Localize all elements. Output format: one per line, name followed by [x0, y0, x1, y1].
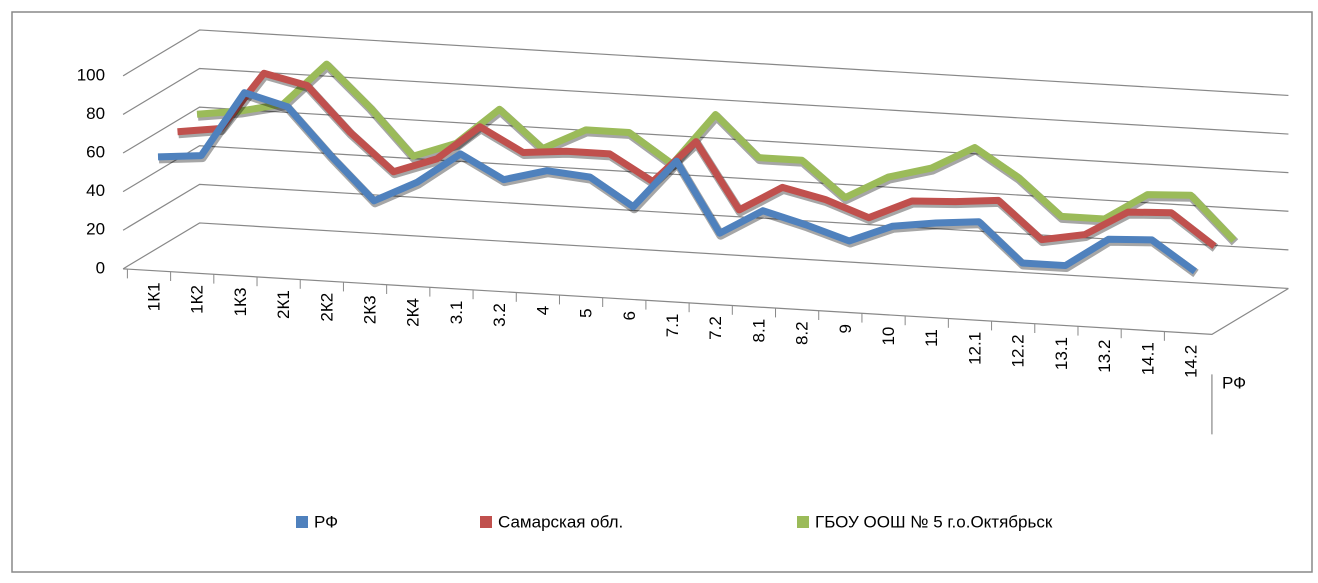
grid	[122, 29, 1289, 435]
y-tick-label: 40	[86, 181, 105, 200]
grid-line	[122, 183, 1289, 251]
x-tick-label: 3.1	[447, 301, 466, 325]
series-line	[196, 60, 1237, 243]
legend-swatch	[797, 516, 809, 528]
grid-line	[122, 145, 1289, 212]
x-tick-label: 2К2	[317, 293, 336, 322]
x-tick-label: 6	[620, 311, 639, 320]
x-tick-label: 8.2	[793, 321, 812, 345]
x-tick-label: 2К3	[361, 295, 380, 324]
floor-edge	[123, 268, 1289, 335]
x-tick-label: 2К4	[404, 298, 423, 327]
chart-frame	[11, 11, 1313, 573]
series-line	[157, 89, 1198, 275]
x-tick-label: 10	[879, 327, 898, 346]
depth-axis-label: РФ	[1222, 373, 1246, 392]
x-tick-label: 11	[922, 329, 941, 347]
y-tick-label: 20	[86, 220, 105, 239]
y-tick-label: 60	[86, 143, 105, 162]
x-tick-label: 12.1	[965, 332, 984, 365]
grid-line	[122, 222, 1289, 290]
y-tick-label: 100	[77, 65, 105, 84]
x-tick-label: 14.2	[1181, 345, 1200, 378]
x-tick-label: 1К1	[144, 282, 163, 311]
x-tick-label: 2К1	[274, 290, 293, 319]
x-tick-label: 8.1	[749, 319, 768, 343]
x-tick-label: 9	[836, 324, 855, 333]
x-tick-label: 12.2	[1009, 334, 1028, 367]
x-tick-label: 14.1	[1138, 342, 1157, 375]
legend-swatch	[296, 516, 308, 528]
legend-label: Самарская обл.	[498, 512, 623, 531]
x-tick-label: 3.2	[490, 303, 509, 327]
x-tick-label: 4	[533, 306, 552, 315]
grid-line	[122, 106, 1289, 174]
legend-swatch	[480, 516, 492, 528]
legend-label: ГБОУ ООШ № 5 г.о.Октябрьск	[815, 512, 1053, 531]
x-tick-label: 1К3	[231, 288, 250, 317]
x-tick-label: 5	[577, 308, 596, 317]
legend-label: РФ	[314, 512, 338, 531]
x-tick-label: 13.1	[1052, 337, 1071, 370]
y-tick-label: 80	[86, 104, 105, 123]
grid-line	[122, 29, 1289, 97]
x-tick-label: 7.2	[706, 316, 725, 340]
series-line	[177, 69, 1217, 249]
y-tick-label: 0	[96, 258, 105, 277]
labels: 0 20 40 60 80 100 1К1 1К2 1К3 2К1 2К2 2К3 2К4 3.1 3.2 4…	[77, 65, 1201, 531]
grid-line	[122, 67, 1289, 135]
x-tick-label: 7.1	[663, 314, 682, 338]
x-tick-label: 13.2	[1095, 340, 1114, 373]
plot	[157, 60, 1239, 278]
x-tick-label: 1К2	[188, 285, 207, 314]
